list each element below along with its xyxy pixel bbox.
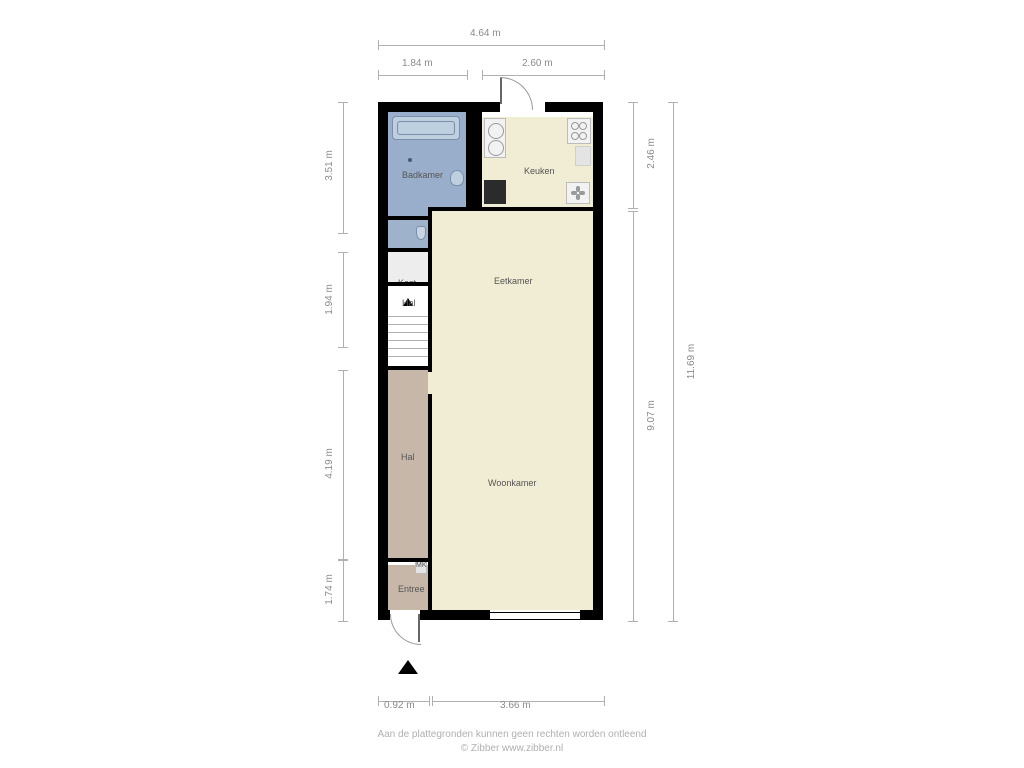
label-entree: Entree — [398, 584, 425, 594]
label-badkamer: Badkamer — [402, 170, 443, 180]
label-mk: MK — [416, 562, 427, 569]
bathroom-sink — [450, 170, 464, 186]
dim-top-left — [378, 70, 468, 80]
door-kitchen-leaf — [500, 78, 502, 104]
dim-top-right-label: 2.60 m — [522, 58, 553, 69]
wall-left — [378, 102, 388, 620]
dim-top-left-label: 1.84 m — [402, 58, 433, 69]
label-hal-top: Hal — [402, 298, 416, 308]
dim-top-total-label: 4.64 m — [470, 28, 501, 39]
dim-right-2-label: 9.07 m — [646, 400, 657, 431]
label-eetkamer: Eetkamer — [494, 276, 533, 286]
dim-right-out-label: 11.69 m — [686, 344, 697, 379]
room-hal — [388, 370, 428, 558]
wall-wc-kast — [388, 248, 428, 252]
kitchen-fan — [566, 182, 590, 204]
door-entrance-leaf — [418, 614, 420, 642]
dim-bottom-left-label: 0.92 m — [384, 700, 415, 711]
kitchen-counter — [575, 146, 591, 166]
dim-right-out — [668, 102, 678, 622]
dim-left-1 — [338, 102, 348, 234]
bathroom-dot — [408, 158, 412, 162]
wall-right — [593, 102, 603, 620]
toilet — [416, 226, 426, 240]
dim-left-4 — [338, 560, 348, 622]
wall-keuken-bottom — [432, 207, 603, 211]
bathtub — [392, 116, 460, 140]
window-bottom — [490, 612, 580, 620]
dim-left-3 — [338, 370, 348, 560]
dim-top-right — [482, 70, 605, 80]
label-hal: Hal — [401, 452, 415, 462]
wall-kast-stairs — [388, 282, 428, 286]
dim-left-2 — [338, 252, 348, 348]
label-woonkamer: Woonkamer — [488, 478, 536, 488]
dim-right-1 — [628, 102, 638, 209]
floorplan-stage: Badkamer Keuken Badkamer Kast — [0, 0, 1024, 768]
wall-bottom-mid — [420, 610, 490, 620]
disclaimer: Aan de plattegronden kunnen geen rechten… — [0, 728, 1024, 756]
dim-right-1-label: 2.46 m — [646, 138, 657, 169]
door-entrance — [390, 614, 421, 645]
dim-right-2 — [628, 211, 638, 622]
kitchen-appliance-dark — [484, 180, 506, 204]
wall-hal-entree — [388, 558, 432, 562]
dim-left-4-label: 1.74 m — [324, 574, 335, 605]
dim-left-2-label: 1.94 m — [324, 284, 335, 315]
wall-bottom-left — [378, 610, 390, 620]
disclaimer-line1: Aan de plattegronden kunnen geen rechten… — [377, 729, 646, 740]
dim-bottom-right-label: 3.66 m — [500, 700, 531, 711]
wall-under-bath — [388, 216, 428, 220]
wall-bottom-right — [580, 610, 603, 620]
dim-left-1-label: 3.51 m — [324, 150, 335, 181]
wall-hal-living — [428, 207, 432, 610]
room-living — [432, 211, 593, 610]
wall-stairs-hal — [388, 366, 428, 370]
door-gap-hal-living — [428, 372, 432, 394]
entry-arrow-icon — [398, 660, 418, 674]
disclaimer-line2: © Zibber www.zibber.nl — [461, 743, 563, 754]
dim-top-total — [378, 40, 605, 50]
label-keuken: Keuken — [524, 166, 555, 176]
kitchen-sink — [484, 118, 506, 158]
wall-bath-keuken — [466, 102, 482, 218]
dim-left-3-label: 4.19 m — [324, 448, 335, 479]
door-kitchen — [500, 77, 533, 110]
kitchen-cooktop — [567, 118, 591, 144]
